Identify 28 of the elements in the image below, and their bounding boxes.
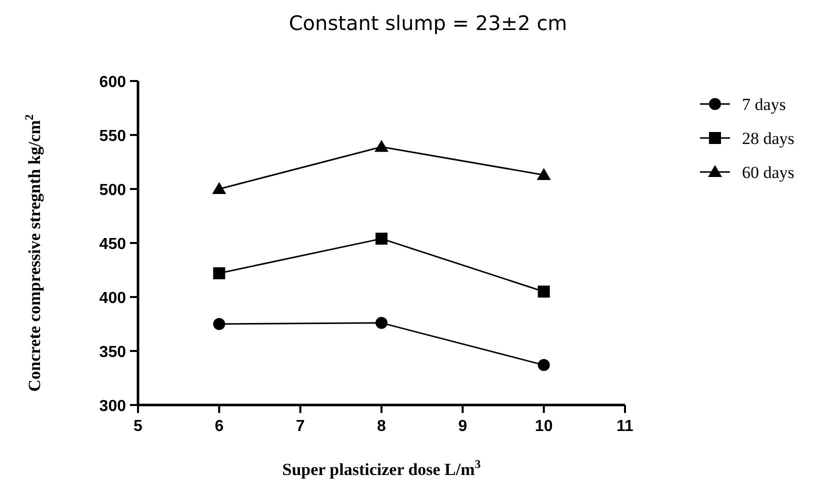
point (213, 267, 226, 280)
point (376, 316, 388, 329)
y-tick-label: 450 (99, 236, 126, 253)
point (376, 232, 388, 245)
chart-title: Constant slump = 23±2 cm (288, 11, 568, 35)
x-tick-label: 11 (616, 418, 634, 435)
x-axis-title: Super plasticizer dose L/m$^{3}$ (282, 457, 481, 479)
x-tick-label: 5 (134, 418, 143, 435)
point (212, 182, 226, 194)
x-tick-label: 7 (296, 418, 305, 435)
y-tick-label: 300 (99, 398, 126, 415)
point (538, 286, 550, 298)
point (213, 318, 226, 330)
x-tick-label: 8 (377, 418, 386, 435)
y-tick-label: 550 (99, 128, 126, 145)
x-tick-label: 6 (214, 418, 224, 435)
point (374, 140, 388, 152)
point (536, 168, 551, 180)
point (538, 359, 550, 372)
y-tick-label: 350 (99, 344, 126, 361)
legend-label: 28 days (742, 129, 794, 148)
y-tick-label: 400 (99, 290, 126, 307)
y-tick-label: 600 (99, 74, 126, 91)
legend-label: 60 days (742, 163, 794, 182)
y-tick-label: 500 (99, 182, 126, 199)
x-tick-label: 9 (458, 418, 468, 435)
x-tick-label: 10 (534, 418, 553, 435)
legend-label: 7 days (742, 95, 786, 114)
